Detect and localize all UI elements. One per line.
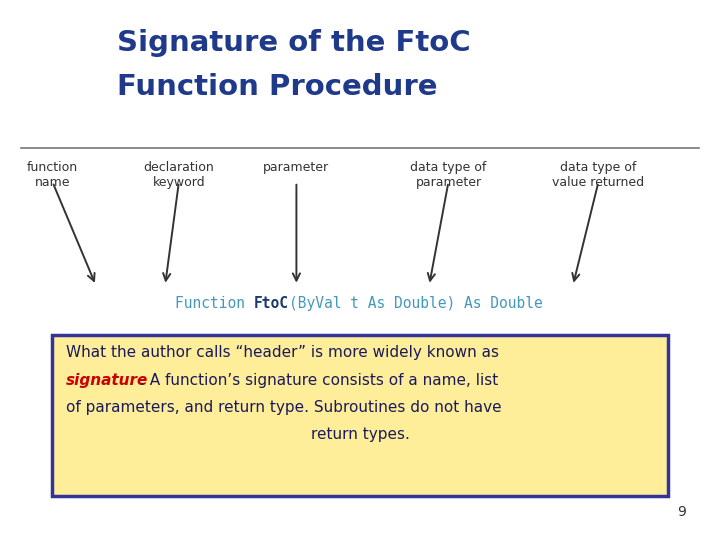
Text: declaration
keyword: declaration keyword xyxy=(143,161,215,189)
Text: Function Procedure: Function Procedure xyxy=(117,73,437,101)
Text: FtoC: FtoC xyxy=(254,296,289,311)
Text: of parameters, and return type. Subroutines do not have: of parameters, and return type. Subrouti… xyxy=(66,400,502,415)
Text: What the author calls “header” is more widely known as: What the author calls “header” is more w… xyxy=(66,345,499,360)
FancyBboxPatch shape xyxy=(53,335,667,496)
Text: return types.: return types. xyxy=(310,427,410,442)
Text: (ByVal t As Double) As Double: (ByVal t As Double) As Double xyxy=(289,296,543,311)
Text: signature: signature xyxy=(66,373,148,388)
Text: data type of
value returned: data type of value returned xyxy=(552,161,644,189)
Text: Function: Function xyxy=(175,296,253,311)
Text: parameter: parameter xyxy=(264,161,330,174)
Text: Signature of the FtoC: Signature of the FtoC xyxy=(117,29,470,57)
Text: 9: 9 xyxy=(678,505,686,519)
Text: . A function’s signature consists of a name, list: . A function’s signature consists of a n… xyxy=(140,373,499,388)
Text: function
name: function name xyxy=(27,161,78,189)
Text: data type of
parameter: data type of parameter xyxy=(410,161,487,189)
